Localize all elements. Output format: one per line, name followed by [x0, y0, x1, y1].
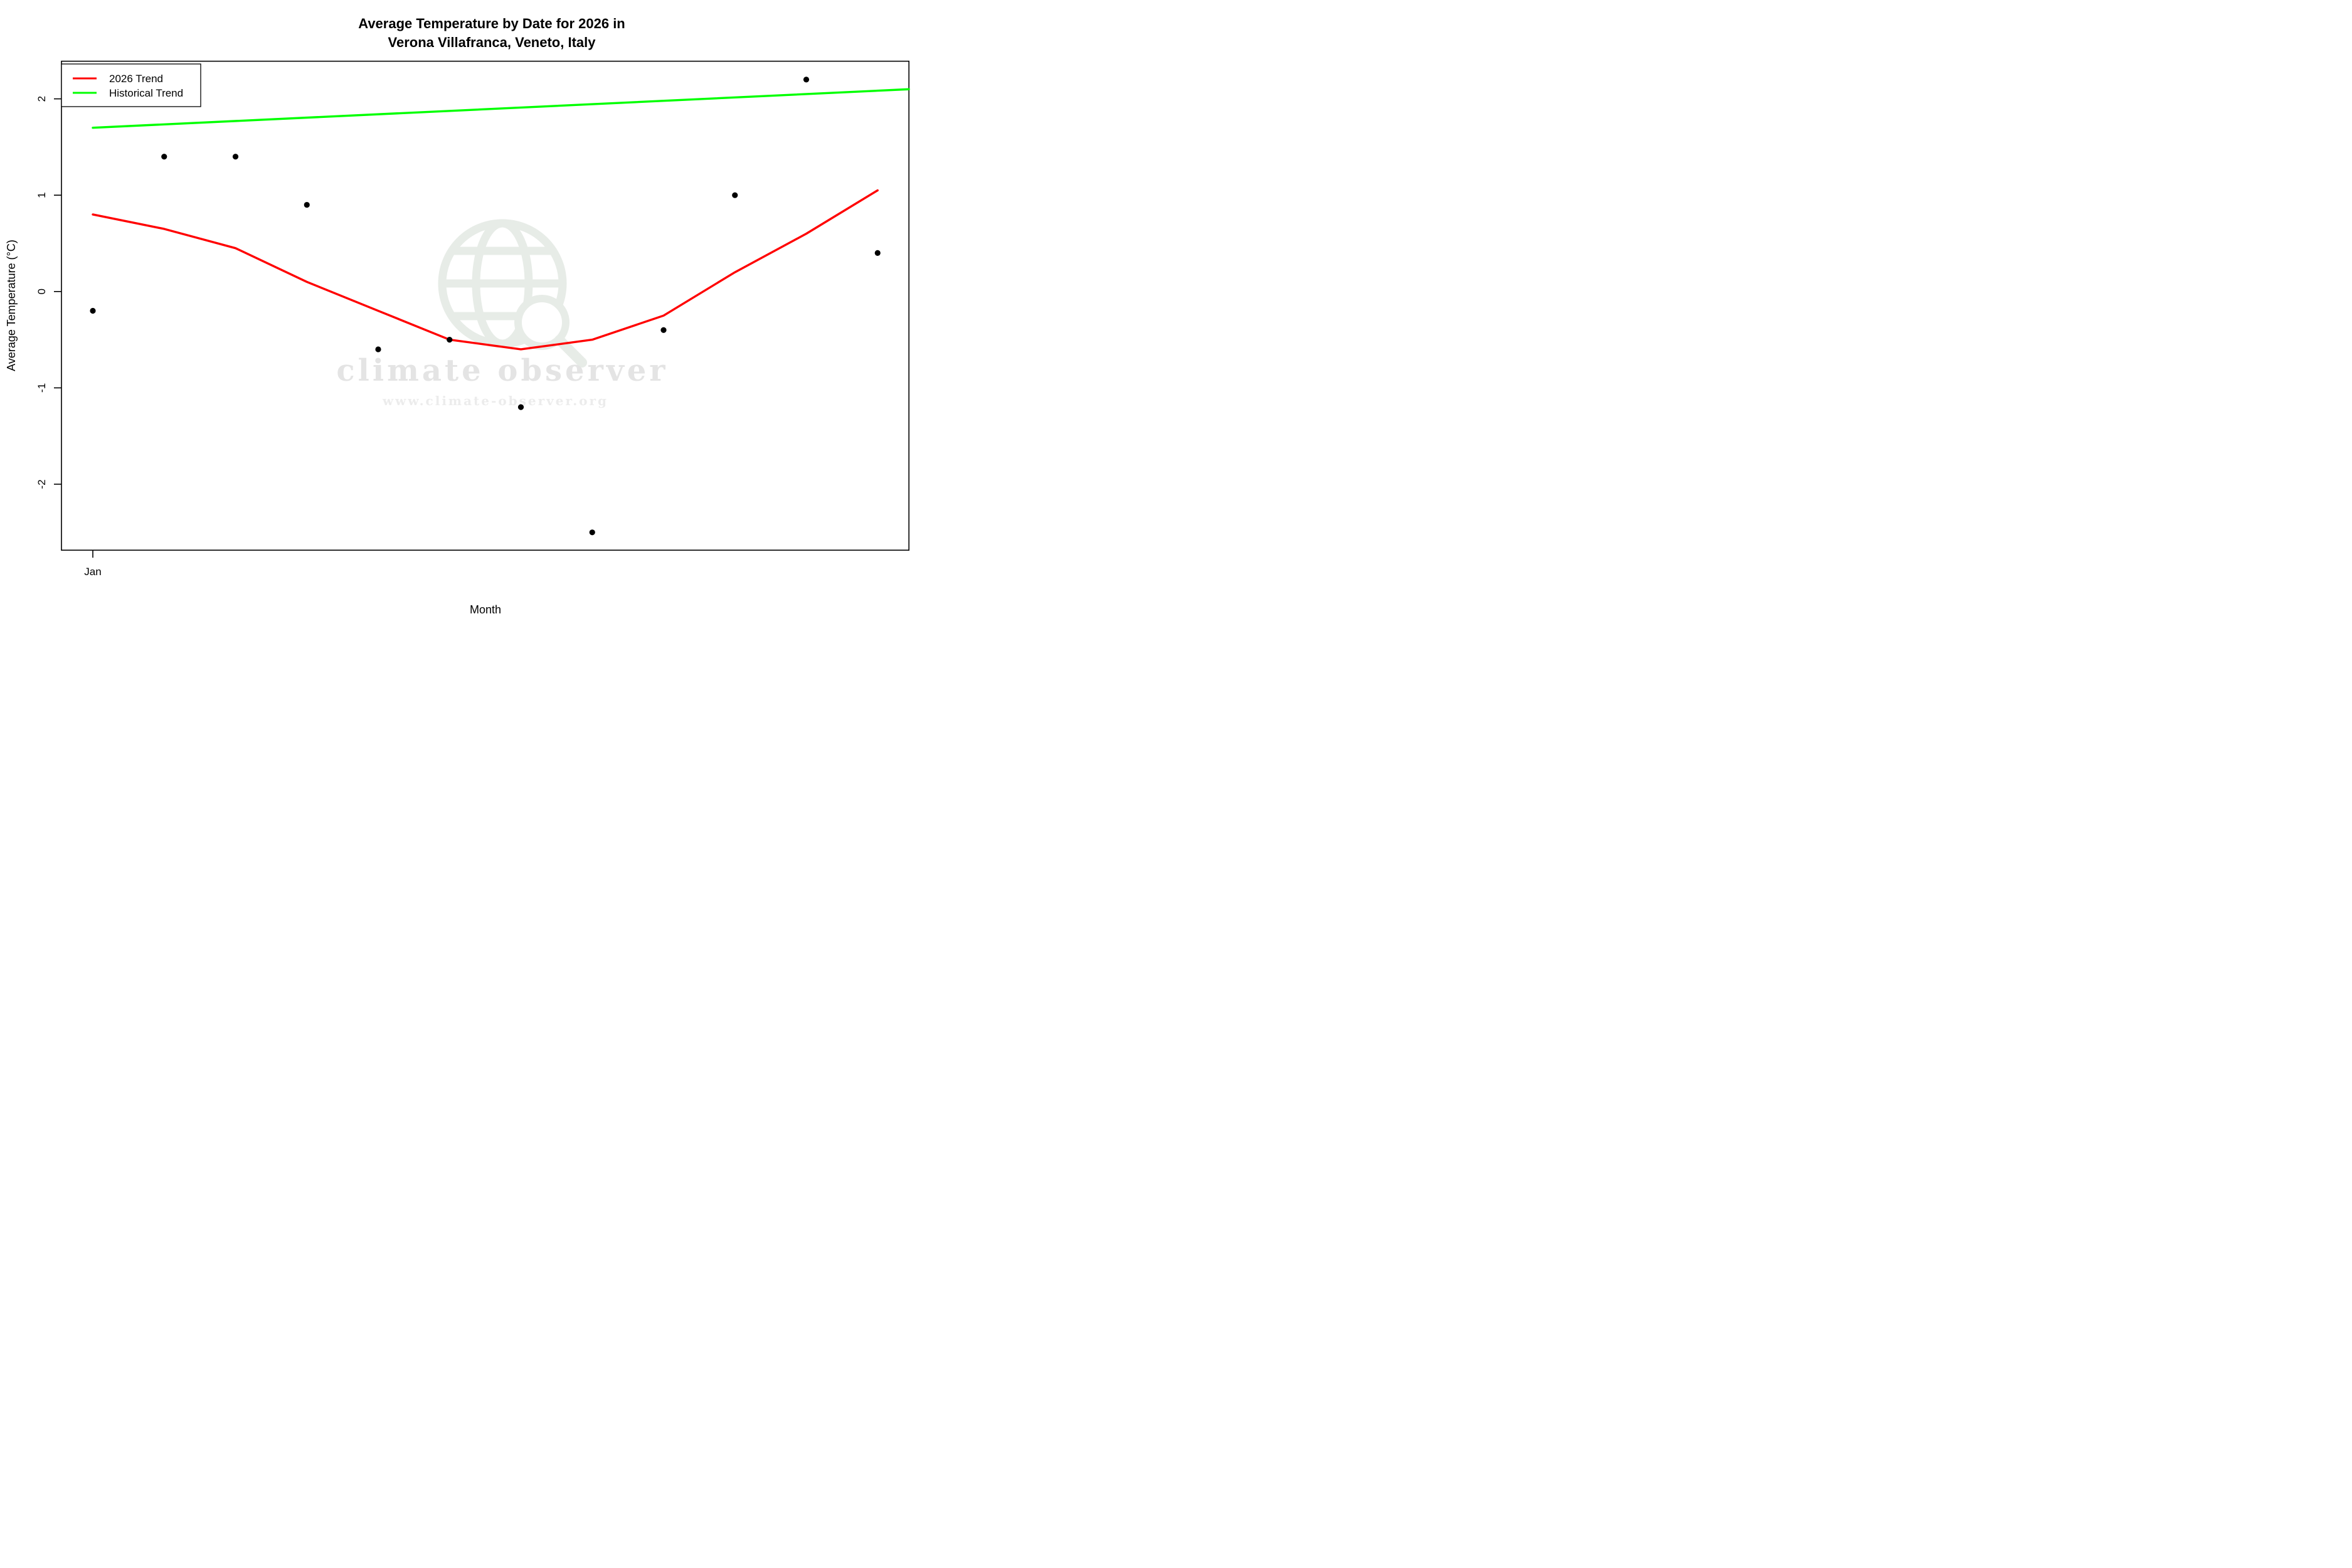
data-point-Jun: [447, 337, 453, 343]
chart-title-line-2: Verona Villafranca, Veneto, Italy: [388, 34, 596, 50]
x-tick-label: Jan: [84, 566, 101, 578]
x-axis-label: Month: [470, 603, 501, 616]
y-tick-label: 1: [36, 192, 48, 198]
data-point-Apr: [304, 201, 310, 208]
y-axis-label: Average Temperature (°C): [5, 240, 18, 371]
plot-area: -2 -1 0 1 2 Jan: [36, 60, 910, 578]
legend: 2026 Trend Historical Trend: [61, 63, 201, 107]
data-point-Jan: [90, 307, 96, 314]
y-tick-label: 0: [36, 289, 48, 294]
plot-border: [61, 60, 909, 551]
legend-label-2026-trend: 2026 Trend: [109, 73, 163, 85]
data-point-Feb: [161, 154, 167, 160]
data-point-Oct: [732, 192, 738, 198]
data-point-Mar: [232, 154, 239, 160]
chart-page: Average Temperature by Date for 2026 in …: [0, 0, 941, 627]
y-tick-label: 2: [36, 96, 48, 102]
temperature-chart: Average Temperature by Date for 2026 in …: [5, 16, 910, 616]
watermark-big-text: climate observer: [336, 353, 668, 388]
y-tick-label: -2: [36, 479, 48, 489]
chart-title-line-1: Average Temperature by Date for 2026 in: [358, 16, 625, 31]
trend-2026-line: [92, 189, 879, 351]
y-tick-label: -1: [36, 383, 48, 393]
data-point-Dec: [874, 250, 881, 256]
watermark-small-text: www.climate-observer.org: [382, 393, 608, 408]
legend-label-historical-trend: Historical Trend: [109, 87, 183, 99]
legend-box: [61, 63, 201, 107]
data-point-Nov: [803, 77, 810, 83]
data-point-Sep: [660, 327, 667, 333]
data-point-May: [375, 346, 381, 352]
data-point-Jul: [517, 404, 524, 410]
historical-trend-line: [92, 88, 910, 129]
globe-watermark-icon: [438, 219, 587, 368]
data-point-Aug: [589, 529, 595, 536]
watermark: climate observer www.climate-observer.or…: [336, 219, 668, 408]
